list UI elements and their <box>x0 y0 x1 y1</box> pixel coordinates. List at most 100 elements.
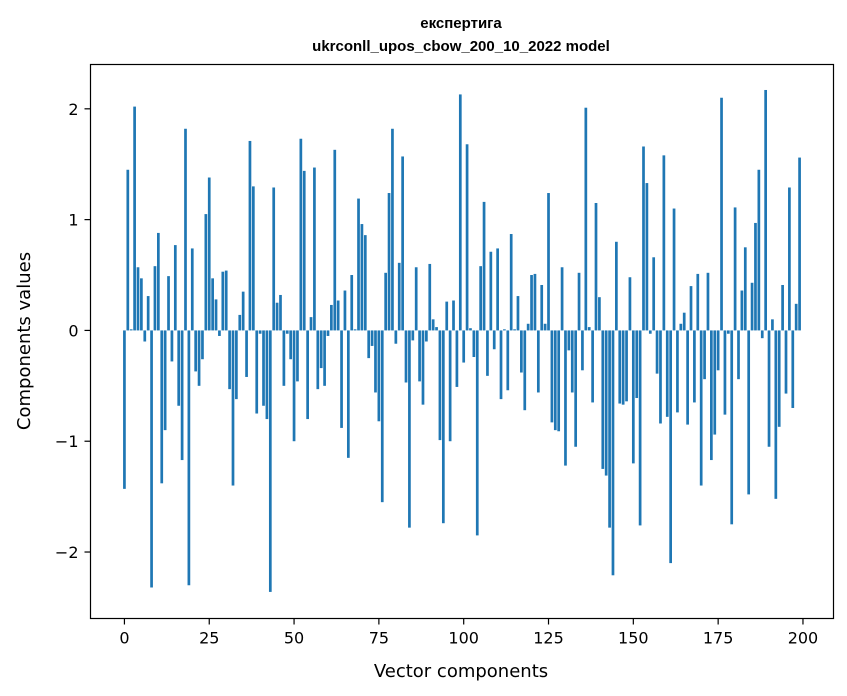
bar <box>618 330 622 404</box>
bar <box>676 330 679 413</box>
bar <box>523 330 527 411</box>
bar <box>363 235 367 331</box>
bar <box>655 330 659 374</box>
bar <box>248 140 252 331</box>
bar <box>723 330 727 415</box>
bar <box>313 167 316 331</box>
bar <box>635 330 639 399</box>
bar <box>316 330 320 390</box>
x-tick-label: 125 <box>533 629 564 648</box>
bar <box>536 330 540 393</box>
bar <box>184 128 187 331</box>
bar <box>140 278 143 331</box>
bar <box>496 248 499 331</box>
bar <box>346 330 350 458</box>
bar <box>669 330 672 564</box>
bar <box>672 208 676 331</box>
bar <box>353 329 357 331</box>
bar <box>716 330 720 371</box>
bar <box>628 277 632 331</box>
bar <box>224 270 228 331</box>
bar <box>167 276 170 331</box>
bar <box>608 330 611 528</box>
bar <box>336 300 340 331</box>
bar <box>767 330 771 447</box>
bar <box>251 186 255 331</box>
bar <box>737 330 740 380</box>
bar <box>540 284 544 331</box>
bar <box>401 156 404 331</box>
bar <box>350 275 354 331</box>
bar <box>275 302 279 331</box>
bar <box>408 330 411 528</box>
bar <box>160 330 164 484</box>
bar <box>190 248 194 331</box>
bar <box>520 330 523 373</box>
bar <box>187 330 191 586</box>
bar <box>713 330 717 435</box>
bar <box>330 304 333 331</box>
y-tick-label: 1 <box>68 211 78 230</box>
bar <box>706 272 710 331</box>
bar <box>333 149 337 331</box>
bar <box>604 330 608 476</box>
bar <box>754 222 757 331</box>
bar <box>380 330 384 503</box>
bar <box>598 297 601 331</box>
bar <box>665 330 669 417</box>
bar <box>146 296 150 331</box>
bar <box>136 267 140 331</box>
bar <box>421 330 425 405</box>
bar <box>180 330 184 461</box>
bar <box>370 330 374 346</box>
bar <box>696 273 700 331</box>
bar <box>631 330 635 464</box>
bar <box>506 330 510 391</box>
bar <box>591 330 594 403</box>
bar <box>462 330 466 363</box>
bar <box>679 323 683 331</box>
bar <box>204 214 208 331</box>
bar <box>652 257 656 331</box>
bar <box>279 294 282 331</box>
bar <box>404 330 408 383</box>
bar <box>207 177 211 331</box>
bar <box>740 290 744 331</box>
bar <box>377 330 381 422</box>
bar <box>272 187 276 331</box>
bar <box>574 330 578 447</box>
bar <box>218 330 221 336</box>
bar <box>469 328 472 331</box>
x-axis-label: Vector components <box>374 661 548 682</box>
bar <box>214 299 218 331</box>
bar <box>133 106 136 331</box>
bar <box>194 330 198 372</box>
bar <box>411 330 415 341</box>
bar <box>509 234 513 331</box>
bar <box>784 330 788 394</box>
bar <box>326 330 330 336</box>
bar <box>441 330 445 524</box>
bar <box>391 128 394 331</box>
bar <box>638 330 642 526</box>
bar <box>289 330 293 360</box>
bar <box>150 330 153 588</box>
bar <box>235 330 238 400</box>
bar <box>788 187 791 331</box>
x-tick-label: 25 <box>199 629 219 648</box>
bar <box>503 329 506 331</box>
bar <box>750 282 754 331</box>
bar <box>642 146 645 331</box>
bar <box>662 155 666 331</box>
bar <box>228 330 231 390</box>
bar <box>414 267 418 331</box>
bar <box>777 330 781 427</box>
bar <box>357 198 360 331</box>
bar <box>418 330 421 382</box>
bar <box>153 266 157 331</box>
x-tick-label: 100 <box>448 629 479 648</box>
bar <box>455 330 459 387</box>
bar <box>486 330 489 376</box>
bar <box>564 330 567 466</box>
bar <box>360 224 364 331</box>
